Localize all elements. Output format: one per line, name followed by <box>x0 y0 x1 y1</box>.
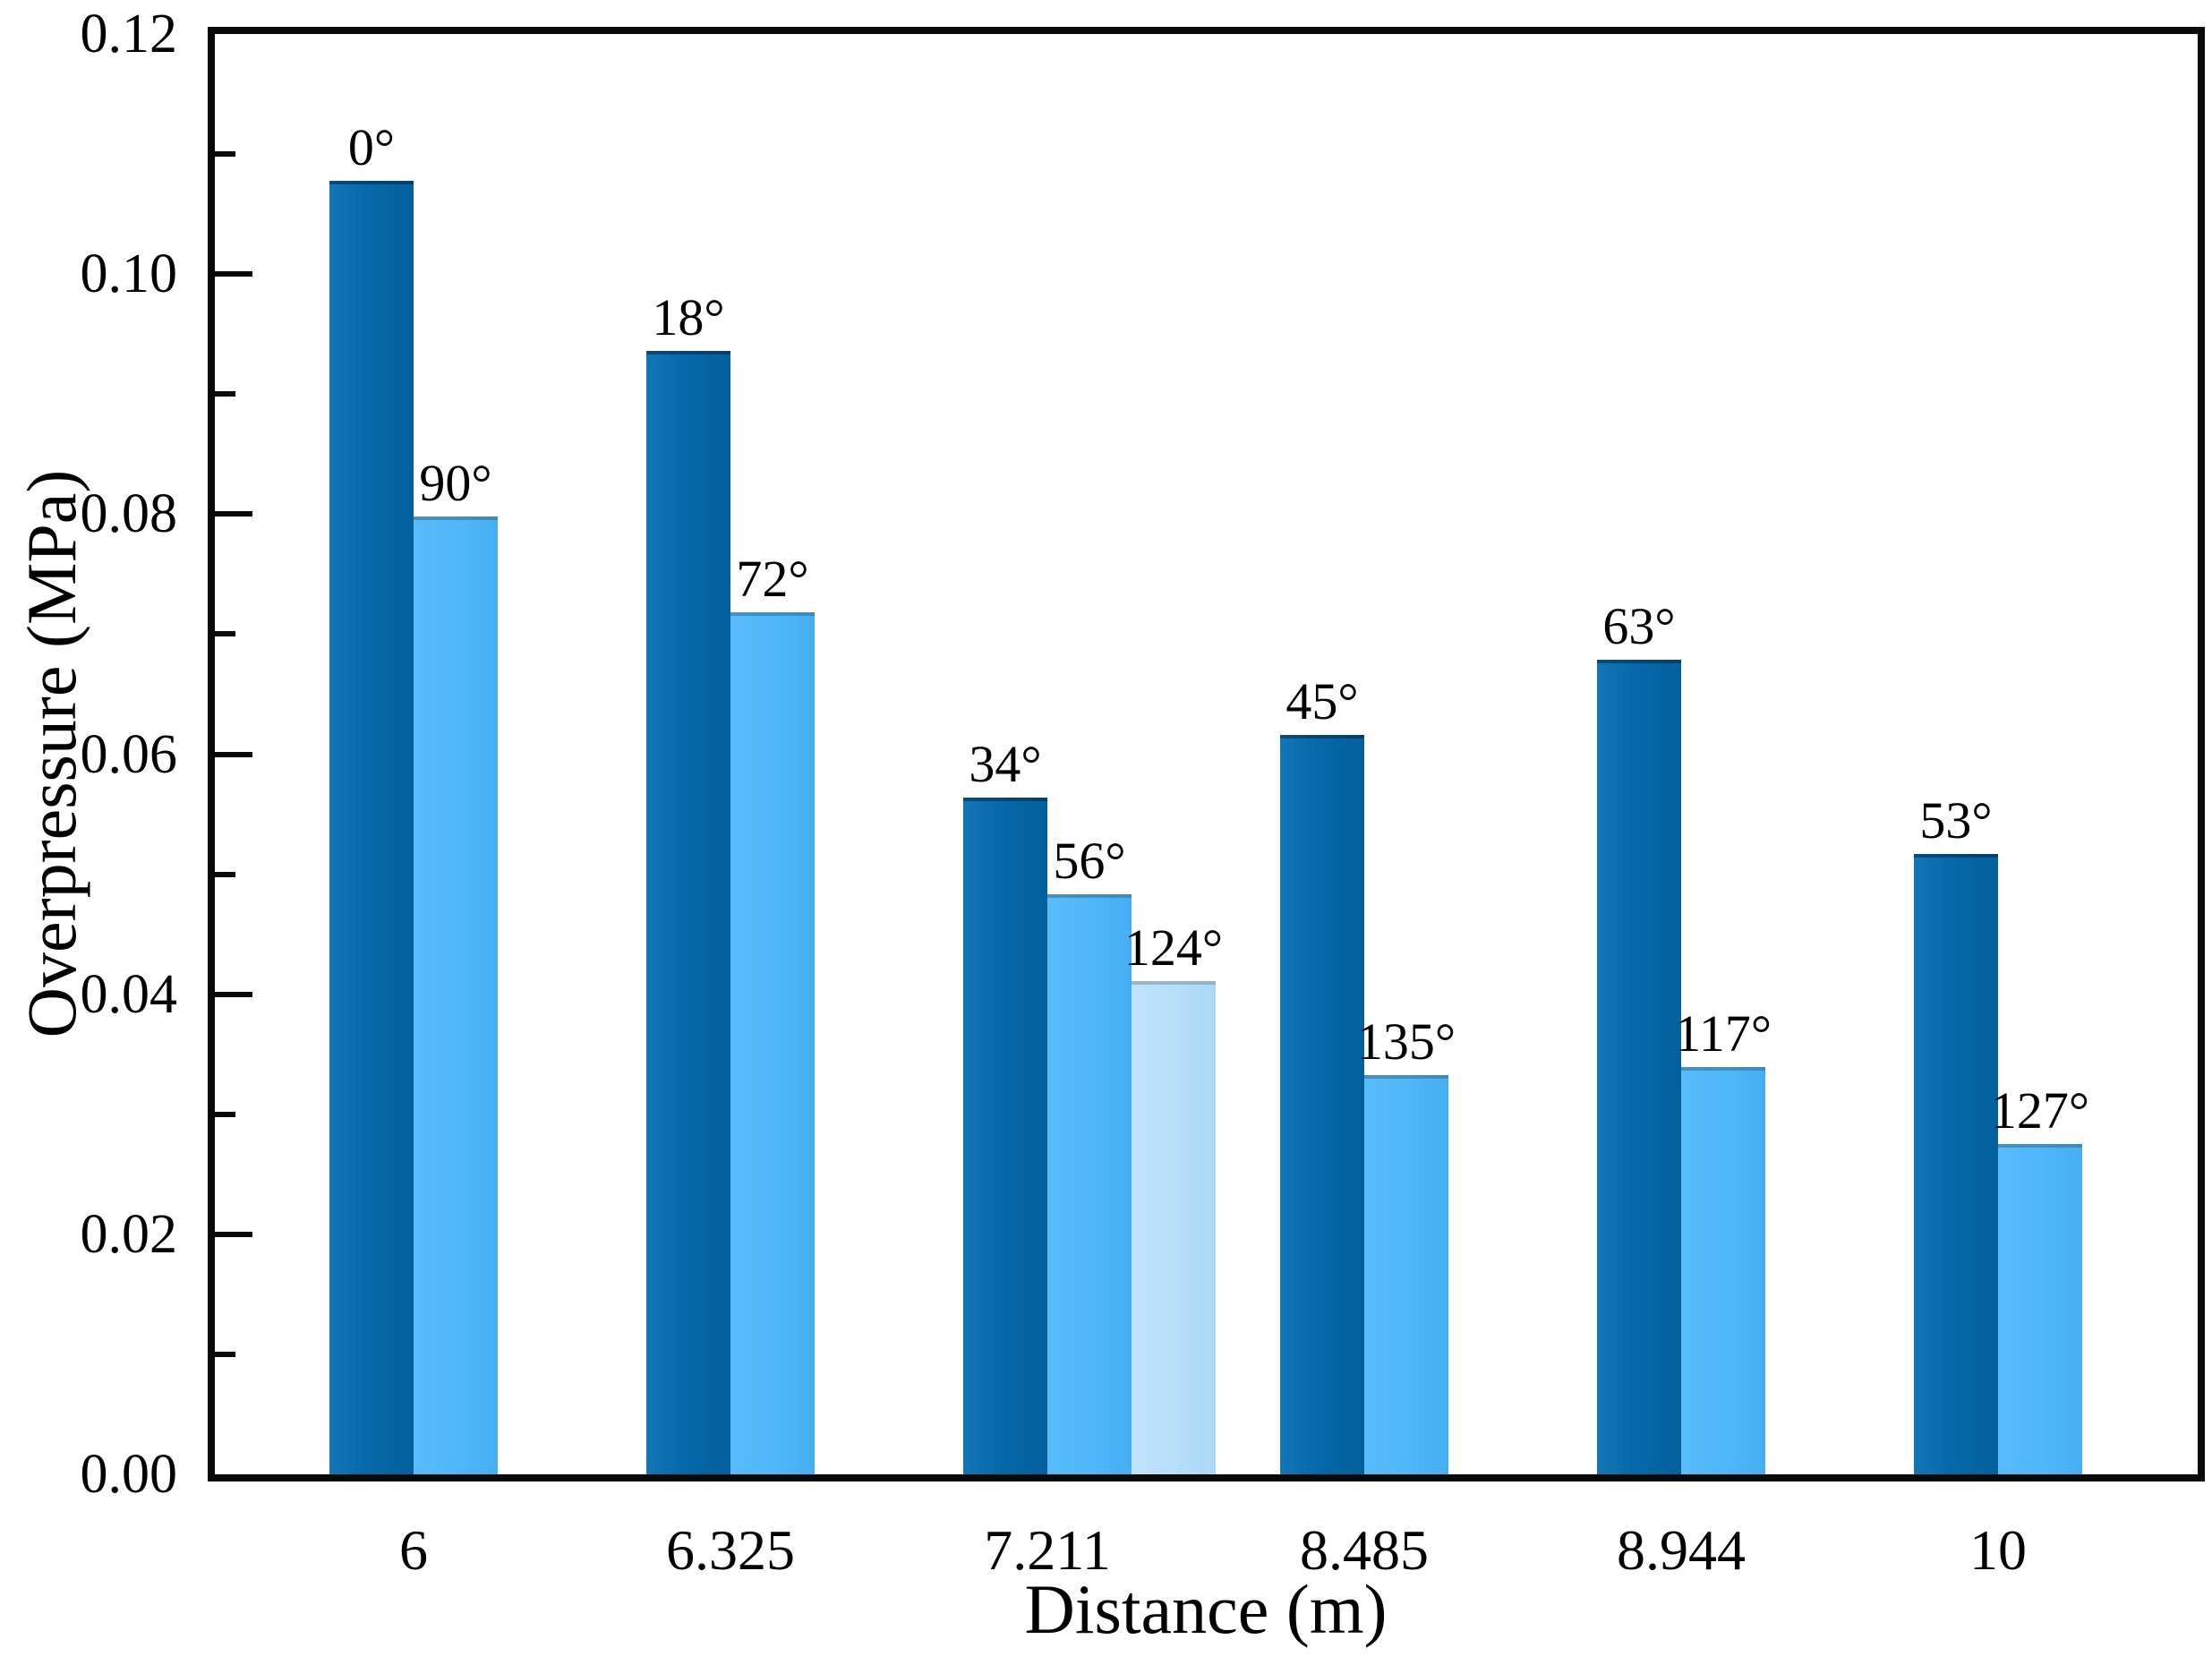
x-tick-label-8.944: 8.944 <box>1617 1518 1746 1582</box>
y-axis-minor-tick <box>215 1111 235 1117</box>
plot-area <box>215 34 2198 1474</box>
x-axis-title: Distance (m) <box>1024 1570 1388 1648</box>
bar-value-label-72deg: 72° <box>736 550 809 609</box>
bar-56deg <box>1047 894 1132 1474</box>
bar-value-label-18deg: 18° <box>652 288 725 346</box>
y-axis-major-tick <box>215 991 252 997</box>
y-tick-label-0.10: 0.10 <box>80 243 178 305</box>
y-axis-minor-tick <box>215 391 235 397</box>
bar-value-label-63deg: 63° <box>1602 596 1676 655</box>
bar-53deg <box>1914 853 1998 1474</box>
y-tick-label-0.12: 0.12 <box>80 4 178 64</box>
bar-value-label-127deg: 127° <box>1990 1081 2090 1140</box>
bar-72deg <box>730 612 815 1474</box>
y-axis-minor-tick <box>215 151 235 158</box>
y-tick-label-0.02: 0.02 <box>80 1203 178 1265</box>
bar-value-label-0deg: 0° <box>347 117 396 176</box>
bar-value-label-56deg: 56° <box>1053 832 1126 891</box>
x-tick-label-6: 6 <box>399 1518 428 1582</box>
x-tick-label-10: 10 <box>1969 1518 2027 1582</box>
y-tick-label-0.06: 0.06 <box>80 723 178 785</box>
y-tick-label-0.04: 0.04 <box>80 963 178 1025</box>
bar-63deg <box>1597 659 1681 1474</box>
y-axis-major-tick <box>215 751 252 757</box>
y-axis-minor-tick <box>215 1351 235 1357</box>
x-tick-label-6.325: 6.325 <box>666 1518 795 1582</box>
bar-90deg <box>414 517 498 1474</box>
y-tick-label-0.08: 0.08 <box>80 483 178 545</box>
y-axis-minor-tick <box>215 631 235 637</box>
bar-value-label-124deg: 124° <box>1123 918 1224 977</box>
bar-value-label-45deg: 45° <box>1285 672 1359 731</box>
bar-127deg <box>1998 1144 2082 1474</box>
bar-45deg <box>1280 735 1364 1474</box>
y-axis-major-tick <box>215 1231 252 1237</box>
y-axis-minor-tick <box>215 871 235 877</box>
bar-value-label-135deg: 135° <box>1356 1012 1456 1071</box>
bar-0deg <box>329 180 414 1474</box>
y-tick-label-0.00: 0.00 <box>80 1444 178 1505</box>
bar-value-label-53deg: 53° <box>1919 790 1993 850</box>
bar-117deg <box>1681 1067 1765 1474</box>
bar-18deg <box>646 351 730 1474</box>
y-axis-title: Overpressure (MPa) <box>13 469 90 1038</box>
bar-value-label-90deg: 90° <box>419 454 492 513</box>
bar-135deg <box>1364 1074 1448 1474</box>
bar-34deg <box>963 797 1047 1474</box>
y-axis-major-tick <box>215 511 252 517</box>
x-tick-label-7.211: 7.211 <box>984 1518 1111 1582</box>
bar-124deg <box>1132 980 1216 1474</box>
bar-value-label-34deg: 34° <box>969 734 1042 793</box>
y-axis-major-tick <box>215 271 252 278</box>
x-tick-label-8.485: 8.485 <box>1300 1518 1429 1582</box>
bar-value-label-117deg: 117° <box>1674 1004 1772 1063</box>
